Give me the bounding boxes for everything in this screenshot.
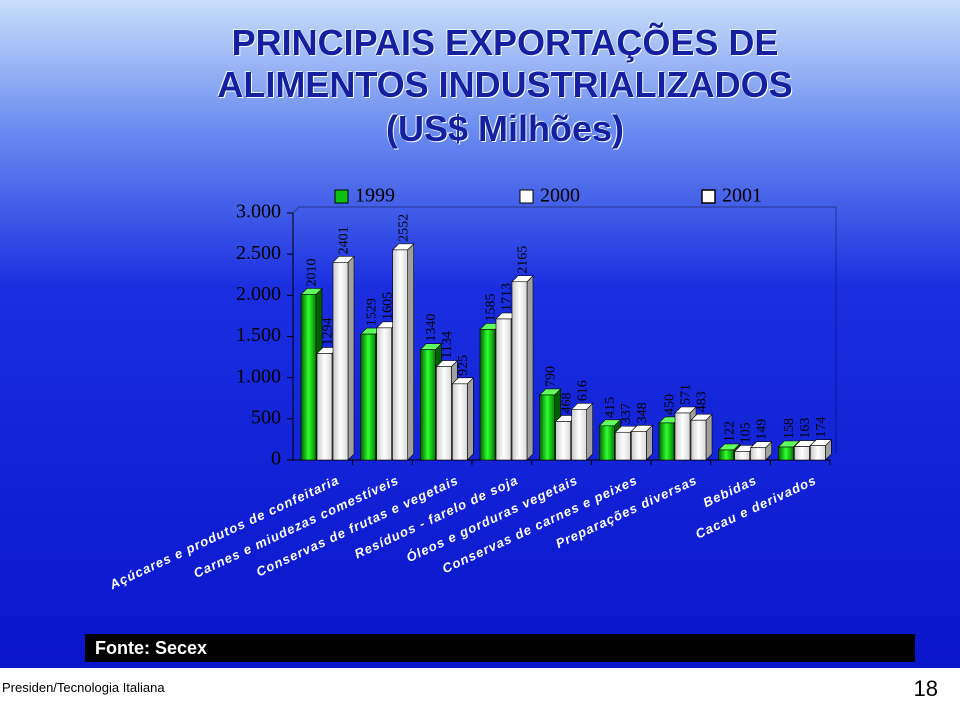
bar-front <box>778 446 794 461</box>
value-label: 1605 <box>380 292 395 320</box>
value-label: 1294 <box>321 317 336 345</box>
bar-front <box>479 329 496 461</box>
bar-front <box>539 394 555 461</box>
y-tick-label: 1.000 <box>236 365 281 387</box>
bar <box>809 438 833 461</box>
bar-front <box>332 262 349 461</box>
bar <box>749 441 773 461</box>
x-tick-label: Açúcares e produtos de confeitaria <box>106 472 341 592</box>
source: Fonte: Secex <box>95 638 208 658</box>
bar-front <box>452 383 468 461</box>
legend-label: 2001 <box>722 185 762 207</box>
legend-swatch <box>519 189 534 204</box>
title-line: PRINCIPAIS EXPORTAÇÕES DE <box>231 22 779 63</box>
bar <box>717 443 741 461</box>
value-label: 415 <box>603 397 618 418</box>
bar-front <box>360 333 376 461</box>
bar-front <box>300 294 317 461</box>
plot-frame <box>292 206 837 454</box>
bar-front <box>794 446 810 461</box>
bar-front <box>495 318 512 461</box>
value-label: 2010 <box>305 259 320 287</box>
chart: 0 500 1.000 1.500 2.000 2.500 3.000 1999 2000 200… <box>106 184 837 592</box>
title-line: (US$ Milhões) <box>385 108 625 149</box>
y-tick-label: 2.500 <box>236 242 281 264</box>
page-number: 18 <box>913 676 938 701</box>
bar-front <box>734 451 750 461</box>
value-label: 1134 <box>440 331 455 358</box>
bar-front <box>658 422 675 461</box>
value-label: 790 <box>543 366 558 387</box>
value-label: 483 <box>695 391 710 412</box>
bar-front <box>615 431 631 461</box>
value-label: 1585 <box>484 294 499 322</box>
bar-front <box>690 419 707 461</box>
bar-front <box>392 249 408 461</box>
value-label: 348 <box>635 402 650 423</box>
legend-label: 1999 <box>355 185 395 207</box>
bar-side <box>526 275 534 461</box>
value-label: 616 <box>575 380 590 401</box>
value-label: 158 <box>782 418 797 439</box>
y-tick-label: 500 <box>251 406 281 428</box>
bar-front <box>810 445 826 461</box>
bar-side <box>705 413 713 461</box>
bar-front <box>674 412 691 461</box>
y-tick-label: 2.000 <box>236 283 281 305</box>
bar <box>690 413 713 461</box>
bar-front <box>511 281 528 461</box>
bar-front <box>436 366 452 461</box>
bar <box>511 275 534 461</box>
bar-front <box>420 349 436 461</box>
value-label: 337 <box>619 403 634 424</box>
bar <box>630 424 654 461</box>
value-label: 2165 <box>516 246 531 274</box>
value-label: 1529 <box>364 298 379 326</box>
value-label: 1713 <box>500 283 515 311</box>
bar-side <box>347 255 355 461</box>
value-label: 450 <box>663 394 678 415</box>
legend-swatch <box>334 189 349 204</box>
bar-front <box>376 327 392 461</box>
bar <box>332 255 355 461</box>
value-label: 149 <box>754 419 769 440</box>
value-label: 163 <box>798 418 813 439</box>
y-tick-label: 1.500 <box>236 324 281 346</box>
value-label: 571 <box>679 384 694 405</box>
legend-label: 2000 <box>540 185 580 207</box>
bar-front <box>718 449 734 461</box>
value-label: 2401 <box>337 226 352 254</box>
y-tick-label: 0 <box>271 448 281 470</box>
bar-side <box>467 377 474 461</box>
bar-side <box>586 402 593 461</box>
footer: Presiden/Tecnologia Italiana 18 <box>0 668 960 720</box>
bar <box>451 377 475 461</box>
legend-swatch <box>701 189 716 204</box>
value-label: 925 <box>456 355 471 376</box>
bar <box>570 402 594 461</box>
bar-front <box>555 421 571 461</box>
bar-front <box>750 447 766 461</box>
value-label: 2552 <box>396 214 411 242</box>
value-label: 122 <box>722 421 737 442</box>
bar-front <box>631 431 647 461</box>
value-label: 174 <box>814 417 829 438</box>
bar-front <box>599 425 615 461</box>
bar-side <box>407 243 414 461</box>
bar <box>391 243 415 461</box>
source-box: Fonte: Secex <box>85 634 915 662</box>
bar-front <box>316 353 333 461</box>
value-label: 105 <box>738 422 753 443</box>
value-label: 1340 <box>424 314 439 342</box>
title-line: ALIMENTOS INDUSTRIALIZADOS <box>217 64 793 105</box>
bar-front <box>571 408 587 461</box>
value-label: 468 <box>559 392 574 413</box>
footer-text: Presiden/Tecnologia Italiana <box>2 680 165 695</box>
y-tick-label: 3.000 <box>236 201 281 223</box>
